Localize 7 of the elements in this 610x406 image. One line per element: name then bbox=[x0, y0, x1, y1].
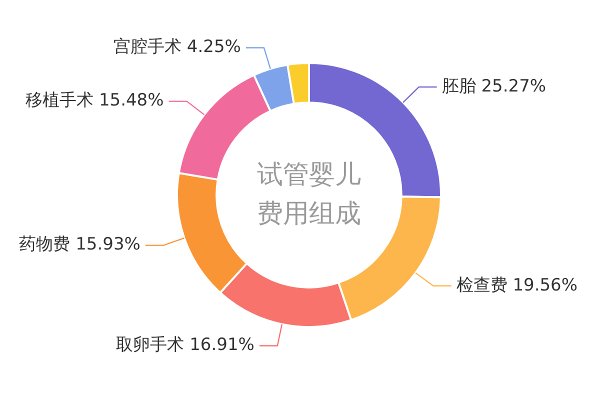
slice-label: 移植手术 15.48% bbox=[26, 90, 164, 111]
slice-label: 检查费 19.56% bbox=[456, 275, 578, 296]
slice-label: 胚胎 25.27% bbox=[442, 76, 546, 96]
slice-label: 药物费 15.93% bbox=[19, 234, 140, 255]
text: 试管婴儿费用组成 bbox=[256, 159, 362, 231]
slice-label: 取卵手术 16.91% bbox=[116, 335, 254, 356]
slice-label: 宫腔手术 4.25% bbox=[114, 37, 241, 58]
